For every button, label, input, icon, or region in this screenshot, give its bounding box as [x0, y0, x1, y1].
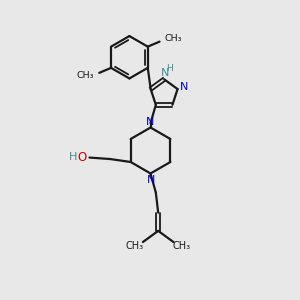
Text: CH₃: CH₃: [126, 241, 144, 250]
Text: CH₃: CH₃: [164, 34, 182, 43]
Text: CH₃: CH₃: [77, 71, 94, 80]
Text: N: N: [180, 82, 188, 92]
Text: N: N: [147, 175, 155, 185]
Text: H: H: [166, 64, 173, 73]
Text: N: N: [146, 117, 154, 127]
Text: N: N: [160, 68, 169, 78]
Text: CH₃: CH₃: [173, 241, 191, 250]
Text: O: O: [77, 151, 87, 164]
Text: H: H: [69, 152, 77, 162]
